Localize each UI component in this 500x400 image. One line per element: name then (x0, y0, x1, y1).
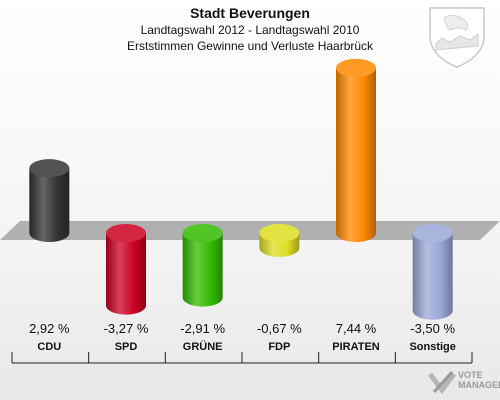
bar-sonstige (412, 224, 453, 320)
category-label: SPD (115, 341, 138, 353)
bar-grüne (182, 224, 223, 307)
value-label: 2,92 % (29, 321, 70, 336)
bar-piraten (336, 58, 376, 242)
bar-top-cap (29, 159, 70, 178)
category-label: GRÜNE (183, 340, 223, 353)
bar-top-cap (182, 224, 223, 242)
value-label: -3,27 % (104, 321, 149, 336)
category-label: FDP (268, 341, 290, 353)
value-label: -0,67 % (257, 321, 302, 336)
value-label: -2,91 % (180, 321, 225, 336)
value-label: 7,44 % (336, 321, 377, 336)
bar-body (336, 67, 376, 242)
category-label: CDU (37, 341, 61, 353)
chart-subtitle-2: Erststimmen Gewinne und Verluste Haarbrü… (126, 39, 374, 53)
watermark-text: VOTE MANAGER (458, 370, 500, 390)
coat-of-arms-icon (429, 7, 485, 68)
bar-body (106, 233, 146, 315)
bar-top-cap (336, 58, 376, 77)
bar-spd (106, 224, 146, 315)
bar-top-cap (412, 224, 453, 242)
bar-cdu (29, 159, 70, 242)
vote-manager-logo-icon (428, 370, 456, 395)
watermark-line-2: MANAGER (458, 380, 500, 390)
category-label: Sonstige (409, 341, 455, 353)
value-label: -3,50 % (410, 321, 455, 336)
chart-title: Stadt Beverungen (190, 5, 310, 21)
watermark-line-1: VOTE (458, 370, 483, 380)
bar-body (412, 233, 453, 320)
chart-titles: Stadt Beverungen Landtagswahl 2012 - Lan… (0, 4, 500, 54)
bar-fdp (259, 224, 300, 257)
bar-top-cap (259, 224, 300, 242)
bar-top-cap (106, 224, 146, 242)
bar-body (29, 168, 70, 242)
bar-body (182, 233, 223, 307)
chart-subtitle-1: Landtagswahl 2012 - Landtagswahl 2010 (140, 23, 360, 37)
category-label: PIRATEN (332, 341, 380, 353)
